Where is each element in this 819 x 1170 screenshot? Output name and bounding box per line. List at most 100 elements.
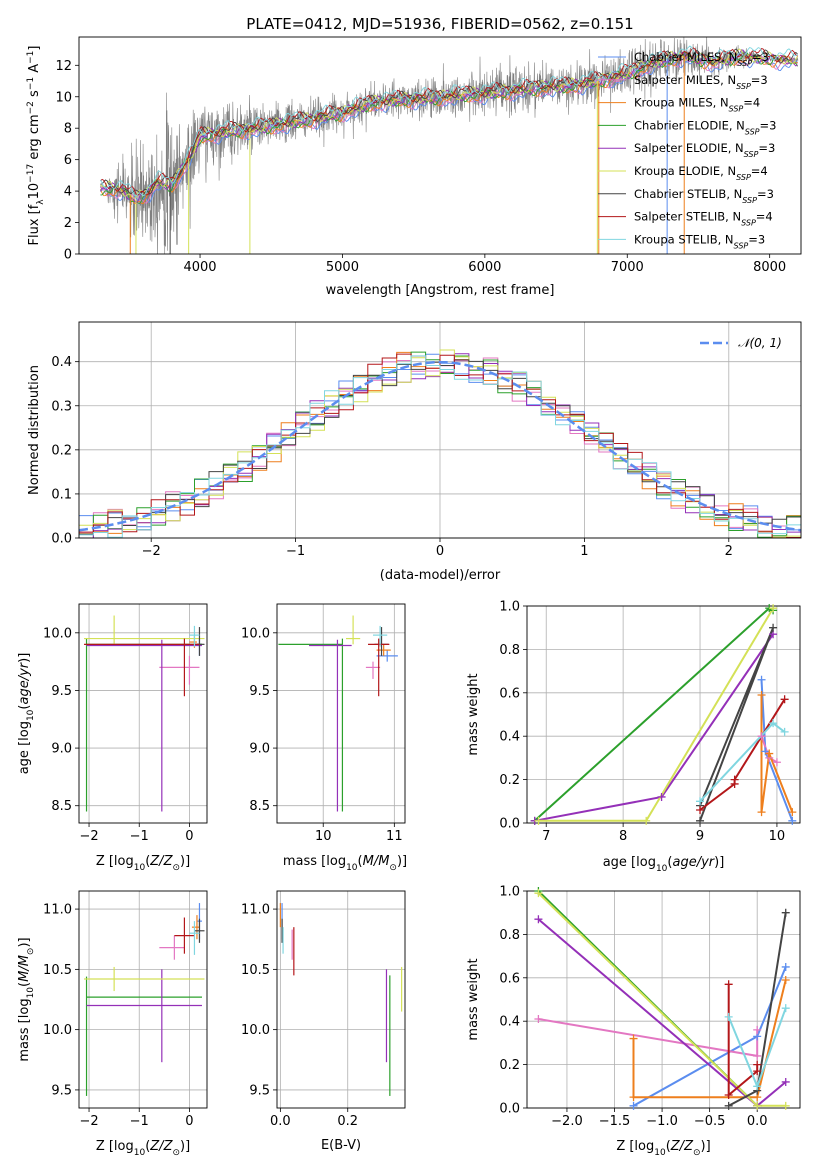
x-tick-label: 8000 — [753, 260, 786, 275]
weight-marker — [757, 808, 766, 817]
y-tick-label: 10.0 — [241, 1023, 270, 1038]
y-tick-label: 11.0 — [43, 903, 72, 918]
y-axis-label: age [log10(age/yr)] — [17, 653, 36, 775]
weight-marker — [780, 727, 789, 736]
weight-marker — [534, 816, 543, 825]
y-tick-label: 8 — [64, 122, 72, 137]
axes-frame — [78, 36, 802, 255]
y-axis-label: Flux [fλ10−17 erg cm−2 s−1 A−1] — [26, 46, 46, 246]
y-tick-label: 9.5 — [51, 1083, 72, 1098]
panel-spectrum: 4000 5000 6000 7000 8000 0 2 4 6 8 10 12 Chabrier MI… — [26, 36, 802, 298]
weight-marker — [757, 732, 766, 741]
panel-mass_vs_EBV: 0.0 0.2 9.5 10.0 10.5 11.0 E(B-V) — [241, 890, 406, 1153]
model-spectrum — [100, 48, 798, 199]
weight-marker — [642, 816, 651, 825]
axes-frame — [276, 603, 406, 824]
legend-entry: Kroupa STELIB, NSSP=3 — [634, 232, 765, 250]
weight-marker — [696, 805, 705, 814]
weight-marker — [772, 758, 781, 767]
y-tick-label: 10.0 — [241, 626, 270, 641]
weight-marker — [534, 915, 543, 924]
x-tick-label: 4000 — [183, 260, 216, 275]
legend-entry: Salpeter MILES, NSSP=3 — [634, 73, 768, 91]
weight-marker — [781, 1077, 790, 1086]
legend-entry: Salpeter ELODIE, NSSP=3 — [634, 141, 775, 159]
weight-marker — [753, 1060, 762, 1069]
legend-entry: Kroupa ELODIE, NSSP=4 — [634, 164, 768, 182]
y-tick-label: 0.0 — [499, 1102, 520, 1117]
y-tick-label: 0.2 — [51, 443, 72, 458]
weight-marker — [534, 889, 543, 898]
x-tick-label: 5000 — [326, 260, 359, 275]
axes-frame — [276, 890, 406, 1109]
weight-marker — [765, 749, 774, 758]
y-tick-label: 0.3 — [51, 399, 72, 414]
x-tick-label: 10 — [769, 829, 786, 844]
weight-marker — [724, 1012, 733, 1021]
weight-marker — [788, 816, 797, 825]
weight-marker — [730, 775, 739, 784]
x-tick-label: −2.0 — [551, 1114, 583, 1129]
plot-area-residuals — [79, 349, 801, 538]
y-tick-label: 10.5 — [43, 963, 72, 978]
y-tick-label: 0.1 — [51, 487, 72, 502]
x-tick-label: 1 — [580, 544, 588, 559]
y-tick-label: 0.2 — [499, 773, 520, 788]
plot-area-mass_vs_Z — [84, 903, 205, 1096]
x-tick-label: 0.2 — [337, 1114, 358, 1129]
weight-marker — [769, 623, 778, 632]
y-tick-label: 9.0 — [249, 742, 270, 757]
y-tick-label: 0.4 — [499, 1015, 520, 1030]
x-tick-label: −2 — [79, 829, 98, 844]
weight-marker — [724, 1101, 733, 1110]
y-tick-label: 12 — [55, 59, 72, 74]
weight-marker — [657, 792, 666, 801]
legend: Chabrier MILES, NSSP=3 Salpeter MILES, NS… — [598, 50, 776, 250]
model-spectrum — [100, 48, 798, 195]
normal-reference-curve — [79, 360, 801, 532]
x-tick-label: −0.5 — [694, 1114, 726, 1129]
y-tick-label: 0.8 — [499, 643, 520, 658]
model-spectrum — [100, 45, 798, 197]
weight-marker — [753, 1082, 762, 1091]
weight-marker — [757, 675, 766, 684]
weight-marker — [757, 690, 766, 699]
y-tick-label: 10.5 — [241, 963, 270, 978]
y-axis-label: Normed distribution — [27, 365, 42, 495]
x-axis-label: wavelength [Angstrom, rest frame] — [326, 283, 555, 298]
residual-histogram — [79, 355, 801, 538]
y-tick-label: 10 — [55, 90, 72, 105]
y-tick-label: 9.5 — [51, 684, 72, 699]
y-tick-label: 10.0 — [43, 1023, 72, 1038]
weight-marker — [769, 604, 778, 613]
y-tick-label: 2 — [64, 216, 72, 231]
panel-residuals: −2 −1 0 1 2 0.0 0.1 0.2 0.3 0.4 𝒩(0, 1) (data-model… — [27, 321, 802, 583]
weight-marker — [781, 908, 790, 917]
x-tick-label: −1.5 — [599, 1114, 631, 1129]
panel-age_vs_mass: 10 11 8.5 9.0 9.5 10.0 mass [log10(M/M⊙)] — [241, 603, 407, 873]
panel-weight_vs_age: 7 8 9 10 0.0 0.2 0.4 0.6 0.8 1.0 age [log10(age/yr… — [466, 600, 801, 874]
x-tick-label: 0 — [185, 1114, 193, 1129]
y-tick-label: 0.4 — [499, 730, 520, 745]
legend-entry: Chabrier STELIB, NSSP=3 — [634, 187, 774, 205]
x-axis-label: Z [log10(Z/Z⊙)] — [96, 854, 190, 873]
weight-marker — [629, 1093, 638, 1102]
y-tick-label: 11.0 — [241, 903, 270, 918]
legend-entry: Chabrier MILES, NSSP=3 — [634, 50, 769, 68]
weight-marker — [534, 1015, 543, 1024]
axes-frame — [526, 605, 801, 824]
x-tick-label: −2 — [142, 544, 161, 559]
axes-frame — [78, 890, 208, 1109]
legend-entry: Salpeter STELIB, NSSP=4 — [634, 210, 773, 228]
x-tick-label: −1.0 — [646, 1114, 678, 1129]
weight-marker — [753, 1051, 762, 1060]
y-tick-label: 0.6 — [499, 686, 520, 701]
x-tick-label: 0.0 — [747, 1114, 768, 1129]
panel-weight_vs_Z: −2.0 −1.5 −1.0 −0.5 0.0 0.0 0.2 0.4 0.6 0.8 1.0 Z [… — [466, 885, 801, 1158]
panel-age_vs_Z: −2 −1 0 8.5 9.0 9.5 10.0 Z [log10(Z/Z⊙)] age [lo… — [17, 603, 208, 873]
legend: 𝒩(0, 1) — [700, 336, 782, 350]
weight-marker — [781, 962, 790, 971]
y-tick-label: 4 — [64, 185, 72, 200]
x-tick-label: 0 — [185, 829, 193, 844]
